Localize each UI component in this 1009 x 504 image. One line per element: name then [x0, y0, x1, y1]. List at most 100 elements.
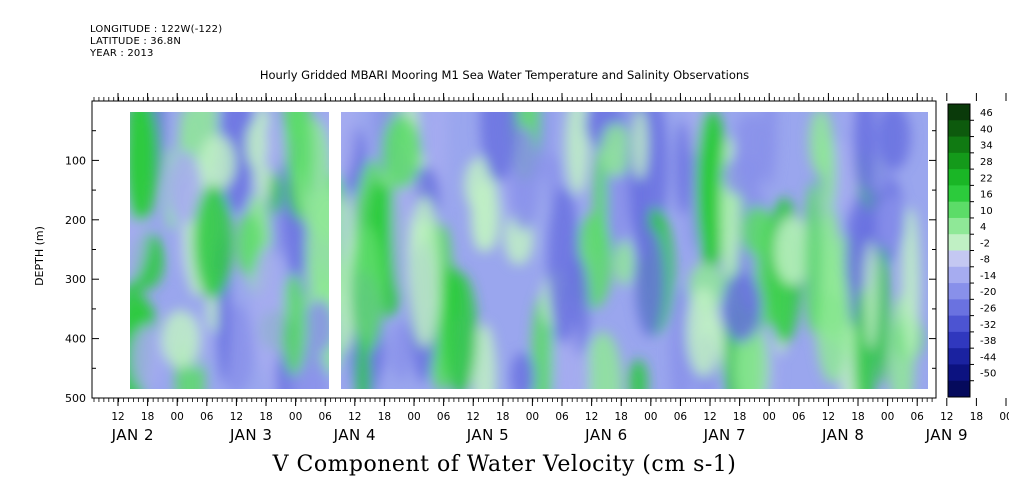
field-patch	[818, 133, 836, 214]
colorbar-swatch	[948, 185, 970, 203]
x-day-label: JAN 4	[333, 426, 376, 444]
latitude-label: LATITUDE : 36.8N	[90, 36, 182, 47]
x-hour-label: 18	[851, 411, 864, 423]
colorbar-swatch	[948, 266, 970, 284]
colorbar-label: -2	[980, 238, 990, 249]
x-day-label: JAN 6	[584, 426, 627, 444]
field-patch	[774, 216, 811, 285]
colorbar-label: -50	[980, 369, 996, 380]
field-patch	[480, 112, 518, 183]
colorbar-label: 4	[980, 222, 986, 233]
field-patch	[130, 112, 152, 222]
colorbar-label: 28	[980, 157, 993, 168]
x-hour-label: 18	[615, 411, 628, 423]
x-hour-label: 18	[733, 411, 746, 423]
x-hour-label: 06	[200, 411, 214, 423]
field-patch	[634, 228, 666, 338]
field-patch	[284, 112, 304, 183]
colorbar-label: -32	[980, 320, 996, 331]
field-patch	[827, 137, 859, 214]
colorbar-swatch	[948, 299, 970, 317]
y-tick-label: 200	[65, 214, 86, 227]
y-axis-label: DEPTH (m)	[33, 226, 46, 286]
colorbar: 46 40 34 28 22 16 10 4 -2 -8 -14 -20 -26 -32 -38 -44 -50	[947, 103, 996, 398]
colorbar-swatch	[948, 364, 970, 382]
x-hour-label: 18	[496, 411, 509, 423]
colorbar-label: -20	[980, 287, 996, 298]
field-patch	[876, 195, 907, 253]
field-patch	[245, 121, 267, 169]
x-hour-label: 12	[230, 411, 243, 423]
year-label: YEAR : 2013	[90, 48, 154, 59]
field-patch	[600, 123, 632, 178]
x-day-label: JAN 8	[821, 426, 864, 444]
x-hour-label: 06	[674, 411, 688, 423]
y-tick-label: 400	[65, 333, 86, 346]
colorbar-swatch	[948, 152, 970, 170]
field-patch	[280, 273, 307, 376]
colorbar-swatch	[948, 104, 970, 121]
field-patch	[686, 287, 721, 377]
colorbar-swatch	[948, 348, 970, 365]
field-patch	[472, 323, 497, 389]
longitude-label: LONGITUDE : 122W(-122)	[90, 24, 223, 35]
x-hour-label: 12	[940, 411, 953, 423]
x-hour-label: 06	[911, 411, 925, 423]
field-patch	[193, 184, 233, 299]
field-patch	[219, 112, 255, 214]
colorbar-swatch	[948, 136, 970, 154]
colorbar-label: 10	[980, 206, 993, 217]
field-patch	[583, 331, 623, 389]
field-patch	[815, 254, 850, 384]
x-hour-label: 00	[881, 411, 894, 423]
field-patch	[131, 325, 163, 389]
field-patch	[547, 186, 581, 344]
field-patch	[901, 207, 921, 362]
colorbar-label: 16	[980, 190, 993, 201]
colorbar-label: 46	[980, 108, 993, 119]
colorbar-swatch	[948, 331, 970, 349]
field-patch	[695, 112, 722, 267]
x-axis-title: V Component of Water Velocity (cm s-1)	[272, 452, 737, 477]
colorbar-label: -38	[980, 336, 996, 347]
x-hour-label: 18	[141, 411, 154, 423]
field-patch	[355, 336, 371, 389]
field-patch	[235, 212, 262, 276]
field-patch	[602, 150, 630, 259]
field-patch	[722, 272, 762, 343]
field-patch	[565, 112, 590, 195]
field-patch	[876, 245, 889, 386]
field-patch	[381, 115, 421, 190]
x-day-label: JAN 5	[466, 426, 509, 444]
field-patch	[675, 120, 691, 215]
y-tick-label: 100	[65, 154, 86, 167]
colorbar-label: -14	[980, 271, 996, 282]
colorbar-swatch	[948, 217, 970, 235]
colorbar-label: -26	[980, 303, 996, 314]
colorbar-swatch	[948, 380, 970, 398]
x-day-label: JAN 7	[703, 426, 746, 444]
field-patch	[199, 134, 236, 191]
colorbar-label: -8	[980, 255, 990, 266]
y-tick-label: 500	[65, 392, 86, 405]
field-patch	[628, 359, 648, 389]
x-hour-label: 18	[259, 411, 272, 423]
x-hour-label: 12	[348, 411, 361, 423]
x-hour-label: 12	[822, 411, 835, 423]
field-patch	[269, 172, 282, 216]
field-patch	[877, 112, 911, 171]
colorbar-label: -44	[980, 352, 996, 363]
colorbar-label: 22	[980, 173, 993, 184]
colorbar-swatch	[948, 283, 970, 300]
field-patch	[302, 299, 336, 353]
colorbar-label: 40	[980, 124, 993, 135]
field-patch	[864, 239, 877, 350]
y-tick-label: 300	[65, 273, 86, 286]
x-day-label: JAN 9	[925, 426, 968, 444]
field-patch	[804, 182, 822, 335]
field-patch	[669, 284, 693, 389]
x-hour-label: 00	[763, 411, 776, 423]
field-patch	[300, 113, 314, 195]
